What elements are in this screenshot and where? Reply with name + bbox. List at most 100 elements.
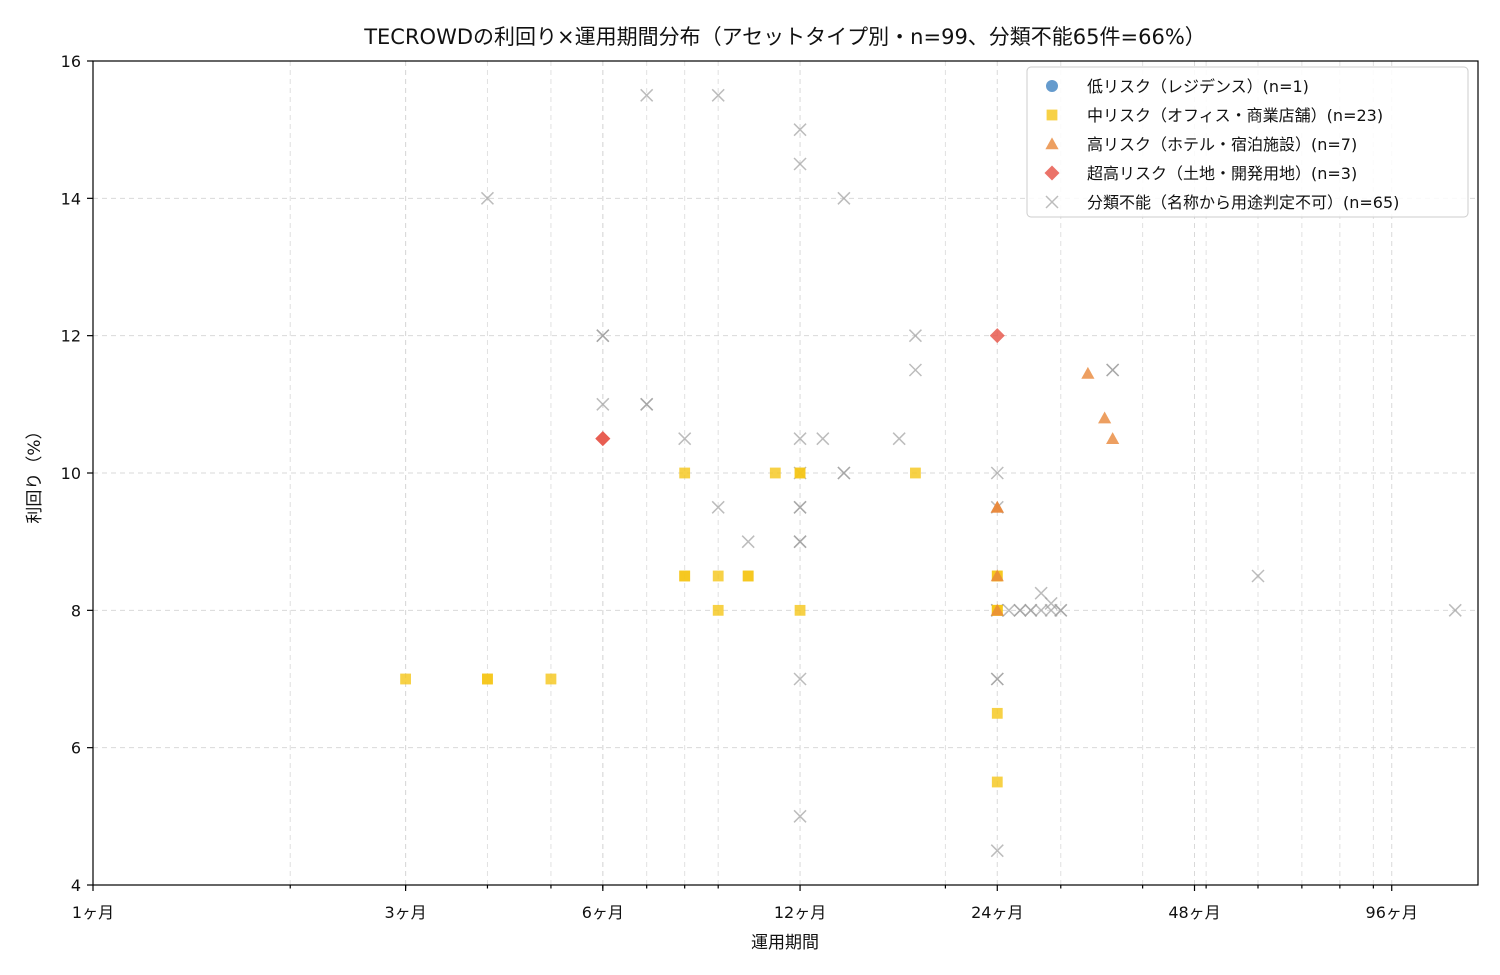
y-axis-label: 利回り（%） <box>25 422 45 523</box>
data-point-square <box>679 467 691 479</box>
y-tick-label: 12 <box>61 327 81 346</box>
data-point-x-stroke <box>1054 603 1068 617</box>
x-tick-label: 96ヶ月 <box>1366 903 1418 922</box>
data-point-x <box>640 397 654 411</box>
data-point-x <box>793 809 807 823</box>
data-point-triangle <box>990 569 1004 582</box>
data-point-x <box>741 535 755 549</box>
data-point-x <box>793 432 807 446</box>
legend-entry-label: 分類不能（名称から用途判定不可）(n=65) <box>1087 193 1399 212</box>
data-point-x <box>816 432 830 446</box>
data-point-triangle <box>990 603 1004 616</box>
data-point-x-stroke <box>1034 603 1048 617</box>
data-point-x <box>711 500 725 514</box>
data-point-x <box>990 844 1004 858</box>
data-point-x-stroke <box>596 397 610 411</box>
data-point-x-stroke <box>793 809 807 823</box>
data-point-x-stroke <box>711 500 725 514</box>
x-tick-label: 12ヶ月 <box>774 903 826 922</box>
data-point-x-stroke <box>892 432 906 446</box>
y-tick-label: 6 <box>71 739 81 758</box>
data-point-x <box>793 123 807 137</box>
data-point-x-stroke <box>837 466 851 480</box>
data-point-x-stroke <box>1044 603 1058 617</box>
data-point-x-stroke <box>908 363 922 377</box>
data-point-x-stroke <box>816 432 830 446</box>
data-point-x <box>1024 603 1038 617</box>
data-point-diamond <box>595 431 611 447</box>
data-point-x <box>678 432 692 446</box>
data-point-x-stroke <box>908 329 922 343</box>
data-point-x-stroke <box>990 466 1004 480</box>
data-point-square <box>712 570 724 582</box>
legend-marker-square <box>1046 109 1058 121</box>
legend-entry-label: 超高リスク（土地・開発用地）(n=3) <box>1087 164 1357 183</box>
legend-marker-circle <box>1046 80 1058 92</box>
data-point-square <box>712 604 724 616</box>
data-point-x-stroke <box>793 157 807 171</box>
data-point-x <box>793 500 807 514</box>
data-point-x-stroke <box>1024 603 1038 617</box>
legend-entry-label: 中リスク（オフィス・商業店舗）(n=23) <box>1087 106 1383 125</box>
data-point-x-stroke <box>1013 603 1027 617</box>
y-tick-label: 16 <box>61 52 81 71</box>
data-point-x <box>1002 603 1016 617</box>
y-tick-label: 4 <box>71 876 81 895</box>
data-point-x-stroke <box>1448 603 1462 617</box>
data-point-x <box>1251 569 1265 583</box>
data-point-x <box>793 157 807 171</box>
x-tick-label: 48ヶ月 <box>1168 903 1220 922</box>
data-point-square <box>991 707 1003 719</box>
data-point-x <box>908 329 922 343</box>
data-point-square <box>794 604 806 616</box>
data-point-x <box>480 191 494 205</box>
data-point-square <box>742 570 754 582</box>
data-point-square <box>545 673 557 685</box>
data-point-x-stroke <box>640 397 654 411</box>
data-point-triangle <box>1098 411 1112 424</box>
legend-entry-label: 低リスク（レジデンス）(n=1) <box>1087 77 1309 96</box>
data-point-x <box>1448 603 1462 617</box>
data-point-x-stroke <box>793 500 807 514</box>
data-point-x-stroke <box>596 329 610 343</box>
data-point-square <box>769 467 781 479</box>
data-point-x <box>793 535 807 549</box>
data-point-x-stroke <box>1044 596 1058 610</box>
data-point-x-stroke <box>711 88 725 102</box>
x-axis-label: 運用期間 <box>751 933 819 953</box>
legend-marker-diamond <box>1044 165 1060 181</box>
data-point-x-stroke <box>1106 363 1120 377</box>
data-point-x <box>1054 603 1068 617</box>
data-point-x <box>1034 603 1048 617</box>
data-point-square <box>991 776 1003 788</box>
data-point-square <box>679 570 691 582</box>
data-point-x <box>1106 363 1120 377</box>
data-point-square <box>482 673 493 685</box>
data-point-x <box>711 88 725 102</box>
y-tick-label: 8 <box>71 601 81 620</box>
data-point-x <box>990 672 1004 686</box>
x-tick-label: 6ヶ月 <box>582 903 624 922</box>
data-point-x <box>1044 603 1058 617</box>
legend-entry-label: 高リスク（ホテル・宿泊施設）(n=7) <box>1087 135 1357 154</box>
y-tick-label: 10 <box>61 464 81 483</box>
data-point-square <box>400 673 411 685</box>
chart-title: TECROWDの利回り×運用期間分布（アセットタイプ別・n=99、分類不能65件… <box>363 25 1206 49</box>
ticks-layer: 1ヶ月 3ヶ月 6ヶ月 12ヶ月 24ヶ月 48ヶ月 96ヶ月 4 6 8 10 12 14 16 <box>61 52 1418 922</box>
data-point-triangle <box>990 500 1004 513</box>
data-point-x <box>837 191 851 205</box>
legend-marker-triangle <box>1045 137 1059 150</box>
legend: 低リスク（レジデンス）(n=1) 中リスク（オフィス・商業店舗）(n=23) 高リス… <box>1026 66 1469 218</box>
data-point-x <box>640 88 654 102</box>
data-point-x <box>837 466 851 480</box>
data-point-x <box>1034 586 1048 600</box>
data-point-x-stroke <box>1002 603 1016 617</box>
data-point-x-stroke <box>678 432 692 446</box>
data-point-x-stroke <box>1251 569 1265 583</box>
data-point-x-stroke <box>741 535 755 549</box>
data-point-x <box>1044 596 1058 610</box>
data-point-diamond <box>989 328 1005 344</box>
data-point-x-stroke <box>837 191 851 205</box>
legend-marker-x <box>1045 195 1059 209</box>
